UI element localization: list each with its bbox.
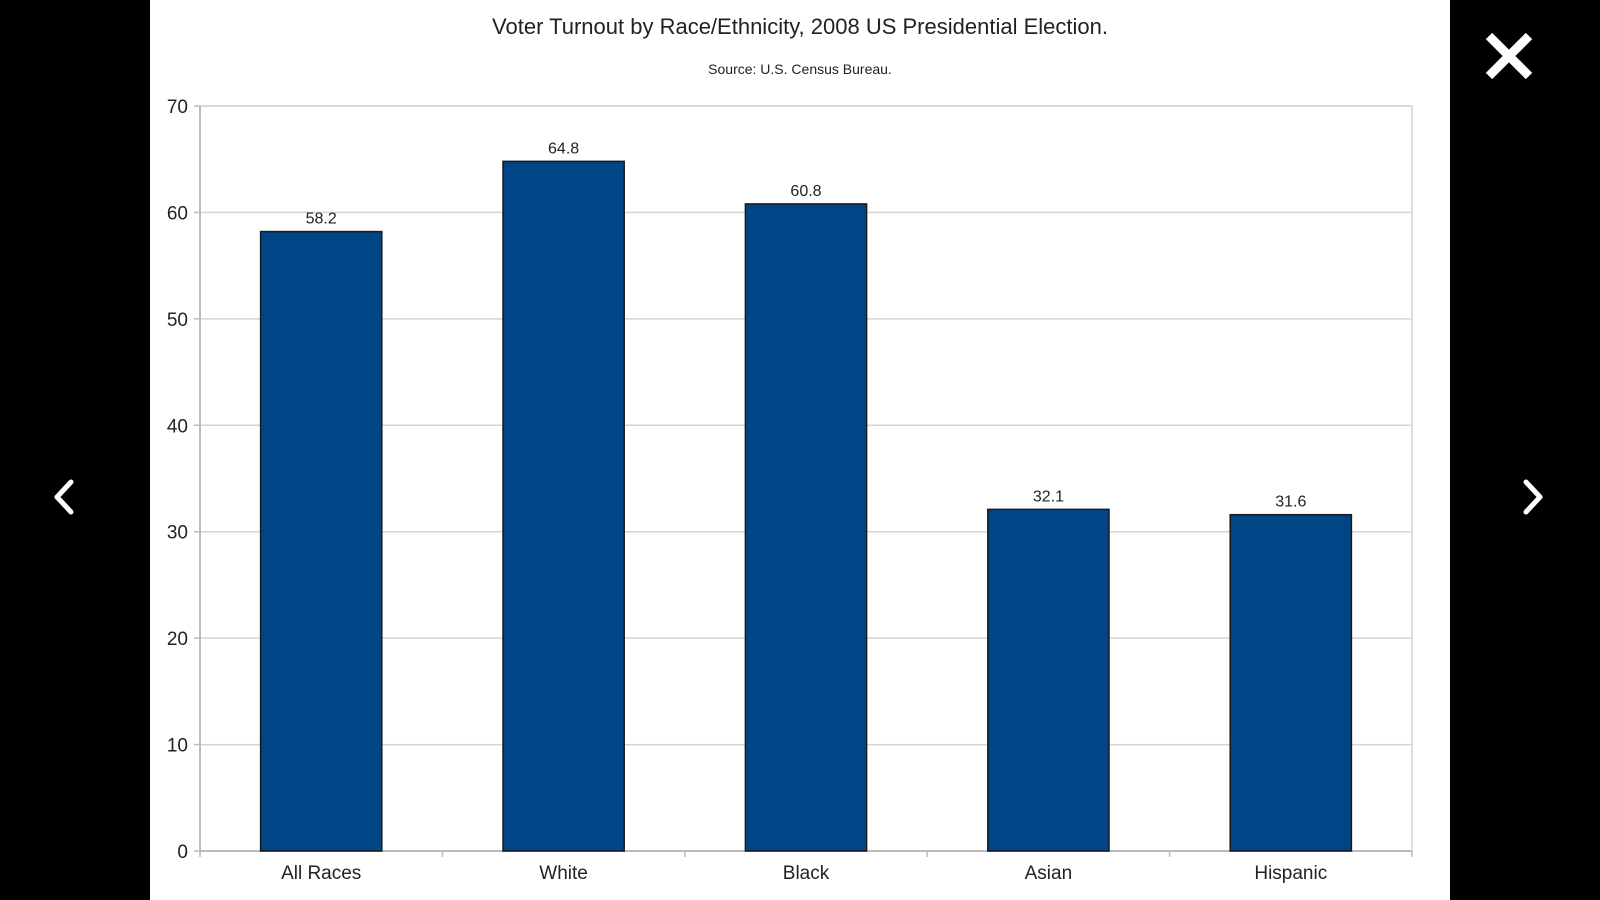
chart-image: Voter Turnout by Race/Ethnicity, 2008 US… — [150, 0, 1450, 900]
axes — [194, 105, 1413, 857]
y-tick-label: 40 — [167, 416, 188, 437]
chart-title: Voter Turnout by Race/Ethnicity, 2008 US… — [492, 14, 1108, 39]
y-tick-label: 10 — [167, 736, 188, 757]
data-label: 31.6 — [1275, 494, 1306, 511]
bar — [1229, 513, 1353, 852]
chevron-right-icon — [1523, 479, 1543, 515]
bar — [987, 508, 1110, 852]
x-tick-label: Hispanic — [1254, 863, 1327, 884]
y-tick-label: 50 — [167, 310, 188, 331]
y-tick-label: 70 — [167, 97, 188, 118]
bar-chart: Voter Turnout by Race/Ethnicity, 2008 US… — [167, 14, 1413, 884]
bar — [744, 203, 868, 852]
y-tick-label: 30 — [167, 523, 188, 544]
data-label: 64.8 — [548, 140, 579, 157]
chart-subtitle: Source: U.S. Census Bureau. — [708, 61, 892, 77]
x-tick-label: All Races — [281, 863, 361, 884]
y-tick-label: 0 — [177, 842, 188, 863]
labels: 0 10 20 30 40 50 60 70 58.2 All Races 64.8 White 60.… — [167, 97, 1327, 884]
close-icon — [1485, 32, 1533, 80]
data-label: 60.8 — [790, 183, 821, 200]
x-tick-label: Black — [783, 863, 830, 884]
y-tick-label: 60 — [167, 203, 188, 224]
bars — [259, 160, 1353, 852]
previous-button[interactable] — [36, 462, 92, 532]
chevron-left-icon — [54, 479, 74, 515]
next-button[interactable] — [1505, 462, 1561, 532]
bar — [502, 160, 625, 852]
data-label: 32.1 — [1033, 488, 1064, 505]
y-tick-label: 20 — [167, 629, 188, 650]
x-tick-label: White — [539, 863, 588, 884]
bar — [259, 230, 383, 852]
data-label: 58.2 — [306, 211, 337, 228]
x-tick-label: Asian — [1025, 863, 1073, 884]
close-button[interactable] — [1475, 22, 1543, 90]
